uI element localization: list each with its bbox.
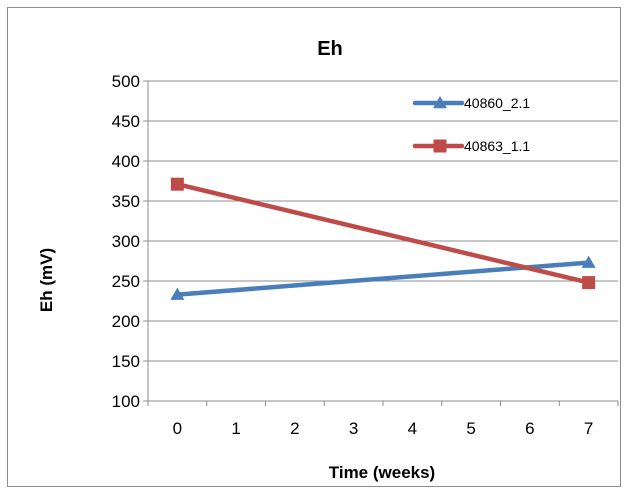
- x-tick-label: 6: [525, 419, 534, 438]
- legend-label: 40863_1.1: [464, 138, 530, 154]
- chart-title: Eh: [317, 38, 343, 60]
- chart-frame: [7, 7, 621, 487]
- x-axis-title: Time (weeks): [329, 463, 435, 482]
- data-point: [170, 287, 185, 300]
- y-tick-label: 400: [112, 152, 140, 171]
- axis-layer: 100 150 200 250 300 350 400 450 500 0 1 2 3 4 5 6 7: [112, 72, 619, 438]
- x-tick-label: 1: [231, 419, 240, 438]
- y-tick-label: 200: [112, 312, 140, 331]
- y-tick-label: 500: [112, 72, 140, 91]
- x-tick-label: 5: [466, 419, 475, 438]
- y-tick-label: 450: [112, 112, 140, 131]
- y-tick-label: 250: [112, 272, 140, 291]
- data-point: [581, 255, 596, 268]
- x-tick-label: 4: [408, 419, 417, 438]
- legend-marker: [433, 139, 447, 153]
- y-tick-label: 300: [112, 232, 140, 251]
- series-line: [175, 181, 591, 285]
- legend-layer: 40860_2.1 40863_1.1: [412, 95, 530, 154]
- grid-layer: [148, 80, 618, 402]
- legend-label: 40860_2.1: [464, 95, 530, 111]
- y-tick-label: 350: [112, 192, 140, 211]
- x-tick-label: 7: [584, 419, 593, 438]
- legend-marker: [433, 96, 447, 109]
- y-tick-label: 150: [112, 352, 140, 371]
- y-axis-title: Eh (mV): [37, 248, 56, 312]
- x-tick-label: 0: [173, 419, 182, 438]
- series-layer: [170, 177, 596, 300]
- x-tick-label: 3: [349, 419, 358, 438]
- y-tick-label: 100: [112, 392, 140, 411]
- data-point: [582, 276, 596, 290]
- data-point: [170, 177, 184, 191]
- x-tick-label: 2: [290, 419, 299, 438]
